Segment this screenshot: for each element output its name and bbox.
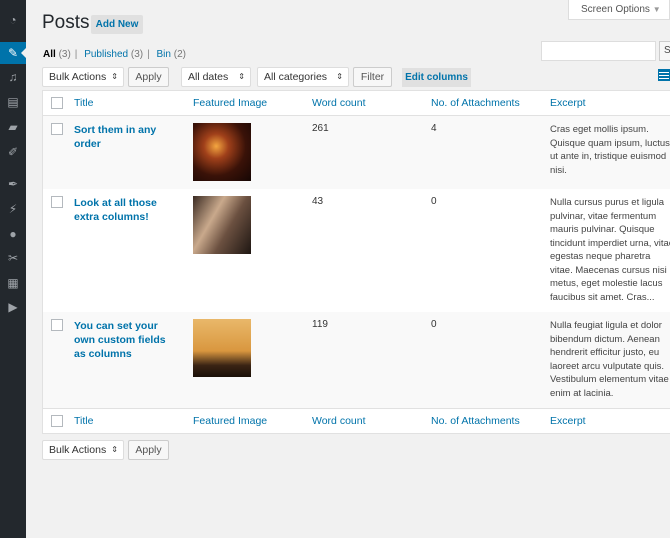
column-title[interactable]: Title	[74, 97, 94, 109]
attachments-count: 4	[431, 123, 437, 134]
appearance-icon[interactable]: ✒	[7, 177, 19, 191]
edit-columns-button[interactable]: Edit columns	[402, 68, 471, 87]
status-filters: All (3) | Published (3) | Bin (2)	[43, 49, 186, 60]
updown-icon: ⇕	[111, 72, 118, 81]
featured-image-restaurant[interactable]	[193, 123, 251, 181]
attachments-count: 0	[431, 196, 437, 207]
plugins-icon[interactable]: ⚡	[8, 202, 18, 216]
updown-icon: ⇕	[111, 445, 118, 454]
list-view-icon[interactable]	[658, 69, 670, 81]
feedback-icon[interactable]: ✐	[7, 145, 19, 159]
filter-published[interactable]: Published	[84, 49, 129, 60]
bulk-actions-label: Bulk Actions	[49, 71, 107, 83]
column-word-count[interactable]: Word count	[312, 415, 366, 427]
pages-icon[interactable]: ▤	[7, 95, 19, 109]
excerpt: Cras eget mollis ipsum. Quisque quam ips…	[550, 124, 670, 176]
row-checkbox[interactable]	[51, 196, 63, 208]
featured-image-couple[interactable]	[193, 196, 251, 254]
tools-icon[interactable]: ✂	[7, 251, 19, 265]
filter-bin[interactable]: Bin	[156, 49, 171, 60]
apply-button[interactable]: Apply	[128, 67, 169, 87]
row-checkbox[interactable]	[51, 123, 63, 135]
all-count: (3)	[58, 49, 71, 60]
settings-icon[interactable]: ▦	[7, 276, 19, 290]
table-footer: Title Featured Image Word count No. of A…	[43, 408, 670, 433]
bin-count: (2)	[173, 49, 186, 60]
bulk-actions-select-bottom[interactable]: Bulk Actions ⇕	[42, 440, 124, 460]
categories-select[interactable]: All categories ⇕	[257, 67, 349, 87]
dashboard-icon[interactable]: ◔	[9, 13, 17, 27]
post-title-link[interactable]: Look at all those extra columns!	[74, 197, 157, 223]
pin-icon[interactable]: ✎	[0, 42, 26, 64]
column-featured-image[interactable]: Featured Image	[193, 97, 268, 109]
categories-label: All categories	[264, 71, 328, 83]
column-featured-image[interactable]: Featured Image	[193, 415, 268, 427]
select-all-checkbox[interactable]	[51, 97, 63, 109]
updown-icon: ⇕	[238, 72, 245, 81]
column-attachments[interactable]: No. of Attachments	[431, 97, 520, 109]
table-header: Title Featured Image Word count No. of A…	[43, 91, 670, 116]
users-icon[interactable]: ●	[9, 227, 17, 241]
admin-sidebar: ◔ ✎ ♫ ▤ ▰ ✐ ✒ ⚡ ● ✂ ▦ ▶	[0, 0, 26, 538]
filter-all[interactable]: All	[43, 49, 56, 60]
bottom-toolbar: Bulk Actions ⇕ Apply	[42, 434, 670, 468]
featured-image-silhouette[interactable]	[193, 319, 251, 377]
table-row: You can set your own custom fields as co…	[43, 312, 670, 408]
comments-icon[interactable]: ▰	[8, 120, 18, 134]
dates-label: All dates	[188, 71, 229, 83]
bulk-actions-select[interactable]: Bulk Actions ⇕	[42, 67, 124, 87]
excerpt: Nulla cursus purus et ligula pulvinar, v…	[550, 197, 670, 303]
triangle-down-icon: ▼	[652, 5, 661, 14]
play-icon[interactable]: ▶	[8, 300, 18, 314]
post-title-link[interactable]: Sort them in any order	[74, 124, 157, 150]
excerpt: Nulla feugiat ligula et dolor bibendum d…	[550, 320, 669, 399]
column-excerpt[interactable]: Excerpt	[550, 97, 586, 109]
column-title[interactable]: Title	[74, 415, 94, 427]
table-row: Look at all those extra columns! 43 0 Nu…	[43, 189, 670, 312]
word-count: 261	[312, 123, 329, 134]
dates-select[interactable]: All dates ⇕	[181, 67, 251, 87]
screen-options-button[interactable]: Screen Options ▼	[568, 0, 670, 20]
published-count: (3)	[130, 49, 144, 60]
media-icon[interactable]: ♫	[8, 70, 18, 84]
column-word-count[interactable]: Word count	[312, 97, 366, 109]
updown-icon: ⇕	[336, 72, 343, 81]
select-all-checkbox[interactable]	[51, 415, 63, 427]
screen-options-label: Screen Options	[581, 4, 650, 15]
post-title-link[interactable]: You can set your own custom fields as co…	[74, 320, 166, 360]
word-count: 119	[312, 319, 328, 330]
search-button[interactable]: S	[659, 41, 670, 61]
bulk-actions-label: Bulk Actions	[49, 444, 107, 456]
page-title: Posts	[42, 12, 90, 33]
word-count: 43	[312, 196, 324, 207]
column-excerpt[interactable]: Excerpt	[550, 415, 586, 427]
attachments-count: 0	[431, 319, 437, 330]
apply-button-bottom[interactable]: Apply	[128, 440, 169, 460]
column-attachments[interactable]: No. of Attachments	[431, 415, 520, 427]
add-new-button[interactable]: Add New	[91, 15, 143, 34]
posts-table: Title Featured Image Word count No. of A…	[42, 90, 670, 434]
filter-button[interactable]: Filter	[353, 67, 392, 87]
table-row: Sort them in any order 261 4 Cras eget m…	[43, 116, 670, 189]
search-input[interactable]	[541, 41, 656, 61]
row-checkbox[interactable]	[51, 319, 63, 331]
